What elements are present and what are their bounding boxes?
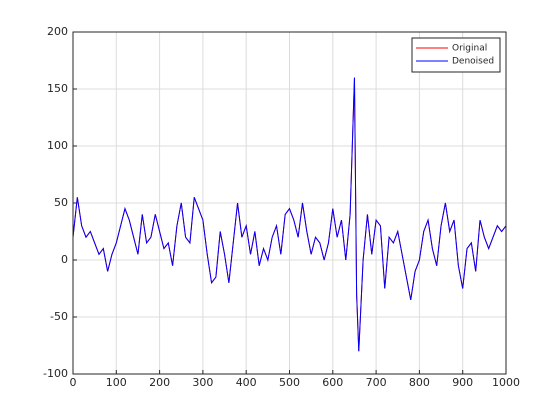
series-line: [72, 77, 507, 352]
legend-box: [411, 37, 501, 73]
y-tick-label: -50: [50, 310, 68, 323]
legend: Original Denoised: [411, 37, 501, 73]
x-tick-label: 100: [106, 376, 127, 389]
x-tick-label: 900: [452, 376, 473, 389]
x-tick-label: 0: [70, 376, 77, 389]
y-tick-label: -100: [43, 367, 68, 380]
y-tick-label: 100: [47, 139, 68, 152]
x-tick-label: 400: [236, 376, 257, 389]
x-tick-label: 200: [149, 376, 170, 389]
x-tick-label: 300: [192, 376, 213, 389]
x-tick-label: 600: [322, 376, 343, 389]
x-tick-label: 800: [409, 376, 430, 389]
x-tick-label: 700: [366, 376, 387, 389]
y-tick-label: 150: [47, 82, 68, 95]
legend-label: Original: [452, 44, 487, 54]
axes-box: [72, 31, 507, 375]
y-tick-label: 50: [54, 196, 68, 209]
y-tick-label: 200: [47, 25, 68, 38]
x-tick-label: 500: [279, 376, 300, 389]
y-tick-label: 0: [61, 253, 68, 266]
legend-label: Denoised: [452, 57, 494, 67]
x-tick-label: 1000: [492, 376, 520, 389]
